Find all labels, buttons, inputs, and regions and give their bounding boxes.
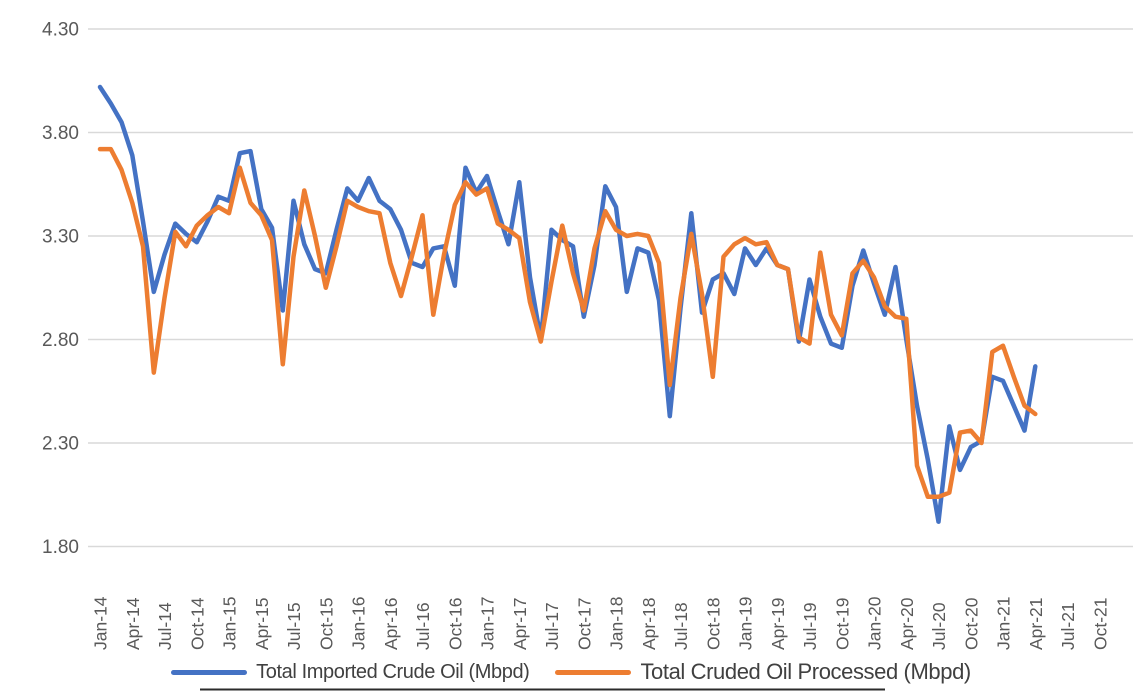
legend-item-processed: Total Cruded Oil Processed (Mbpd) xyxy=(555,659,971,685)
legend-label-imported: Total Imported Crude Oil (Mbpd) xyxy=(256,660,530,683)
x-axis-label: Apr-16 xyxy=(381,597,401,650)
x-axis-label: Apr-21 xyxy=(1026,597,1046,650)
series-line-processed xyxy=(97,146,1038,500)
x-axis-label: Oct-21 xyxy=(1090,597,1110,650)
x-axis-label: Oct-15 xyxy=(316,597,336,650)
y-axis-label: 1.80 xyxy=(42,537,79,558)
x-axis-label: Oct-16 xyxy=(445,597,465,650)
x-axis-label: Jan-15 xyxy=(220,596,240,650)
y-axis-label: 3.80 xyxy=(42,123,79,144)
y-axis-label: 4.30 xyxy=(42,20,79,41)
x-axis-label: Jan-14 xyxy=(91,596,111,650)
x-axis-label: Apr-18 xyxy=(639,597,659,650)
x-axis-label: Apr-19 xyxy=(768,597,788,650)
x-axis-label: Jul-21 xyxy=(1058,602,1078,650)
x-axis-label: Jan-18 xyxy=(607,596,627,650)
x-axis-label: Oct-17 xyxy=(574,597,594,650)
x-axis-label: Jul-18 xyxy=(671,602,691,650)
x-axis-label: Apr-20 xyxy=(897,597,917,650)
x-axis-label: Oct-18 xyxy=(703,597,723,650)
x-axis-label: Jul-19 xyxy=(800,602,820,650)
x-axis-label: Jan-17 xyxy=(478,596,498,650)
y-axis-label: 2.80 xyxy=(42,330,79,351)
x-axis-label: Jul-20 xyxy=(929,602,949,650)
legend-line-swatch-imported xyxy=(171,669,248,675)
x-axis-label: Apr-14 xyxy=(123,597,143,650)
x-axis-label: Jan-19 xyxy=(736,596,756,650)
x-axis-label: Jan-21 xyxy=(994,596,1014,650)
legend-item-imported: Total Imported Crude Oil (Mbpd) xyxy=(171,660,530,684)
x-axis-label: Oct-19 xyxy=(832,597,852,650)
x-axis-label: Apr-15 xyxy=(252,597,272,650)
chart-legend: Total Imported Crude Oil (Mbpd) Total Cr… xyxy=(0,657,1142,687)
x-axis-label: Jul-14 xyxy=(155,602,175,650)
series-line-imported xyxy=(97,84,1038,524)
legend-label-processed: Total Cruded Oil Processed (Mbpd) xyxy=(640,659,971,684)
y-axis-label: 2.30 xyxy=(42,434,79,455)
x-axis-label: Jan-20 xyxy=(865,596,885,650)
x-axis-label: Jul-17 xyxy=(542,602,562,650)
x-axis-label: Jul-15 xyxy=(284,602,304,650)
x-axis-label: Oct-20 xyxy=(961,597,981,650)
x-axis-label: Jan-16 xyxy=(349,596,369,650)
x-axis-label: Jul-16 xyxy=(413,602,433,650)
x-axis-label: Oct-14 xyxy=(187,597,207,650)
y-axis-label: 3.30 xyxy=(42,227,79,248)
legend-line-swatch-processed xyxy=(555,669,632,675)
x-axis-label: Apr-17 xyxy=(510,597,530,650)
